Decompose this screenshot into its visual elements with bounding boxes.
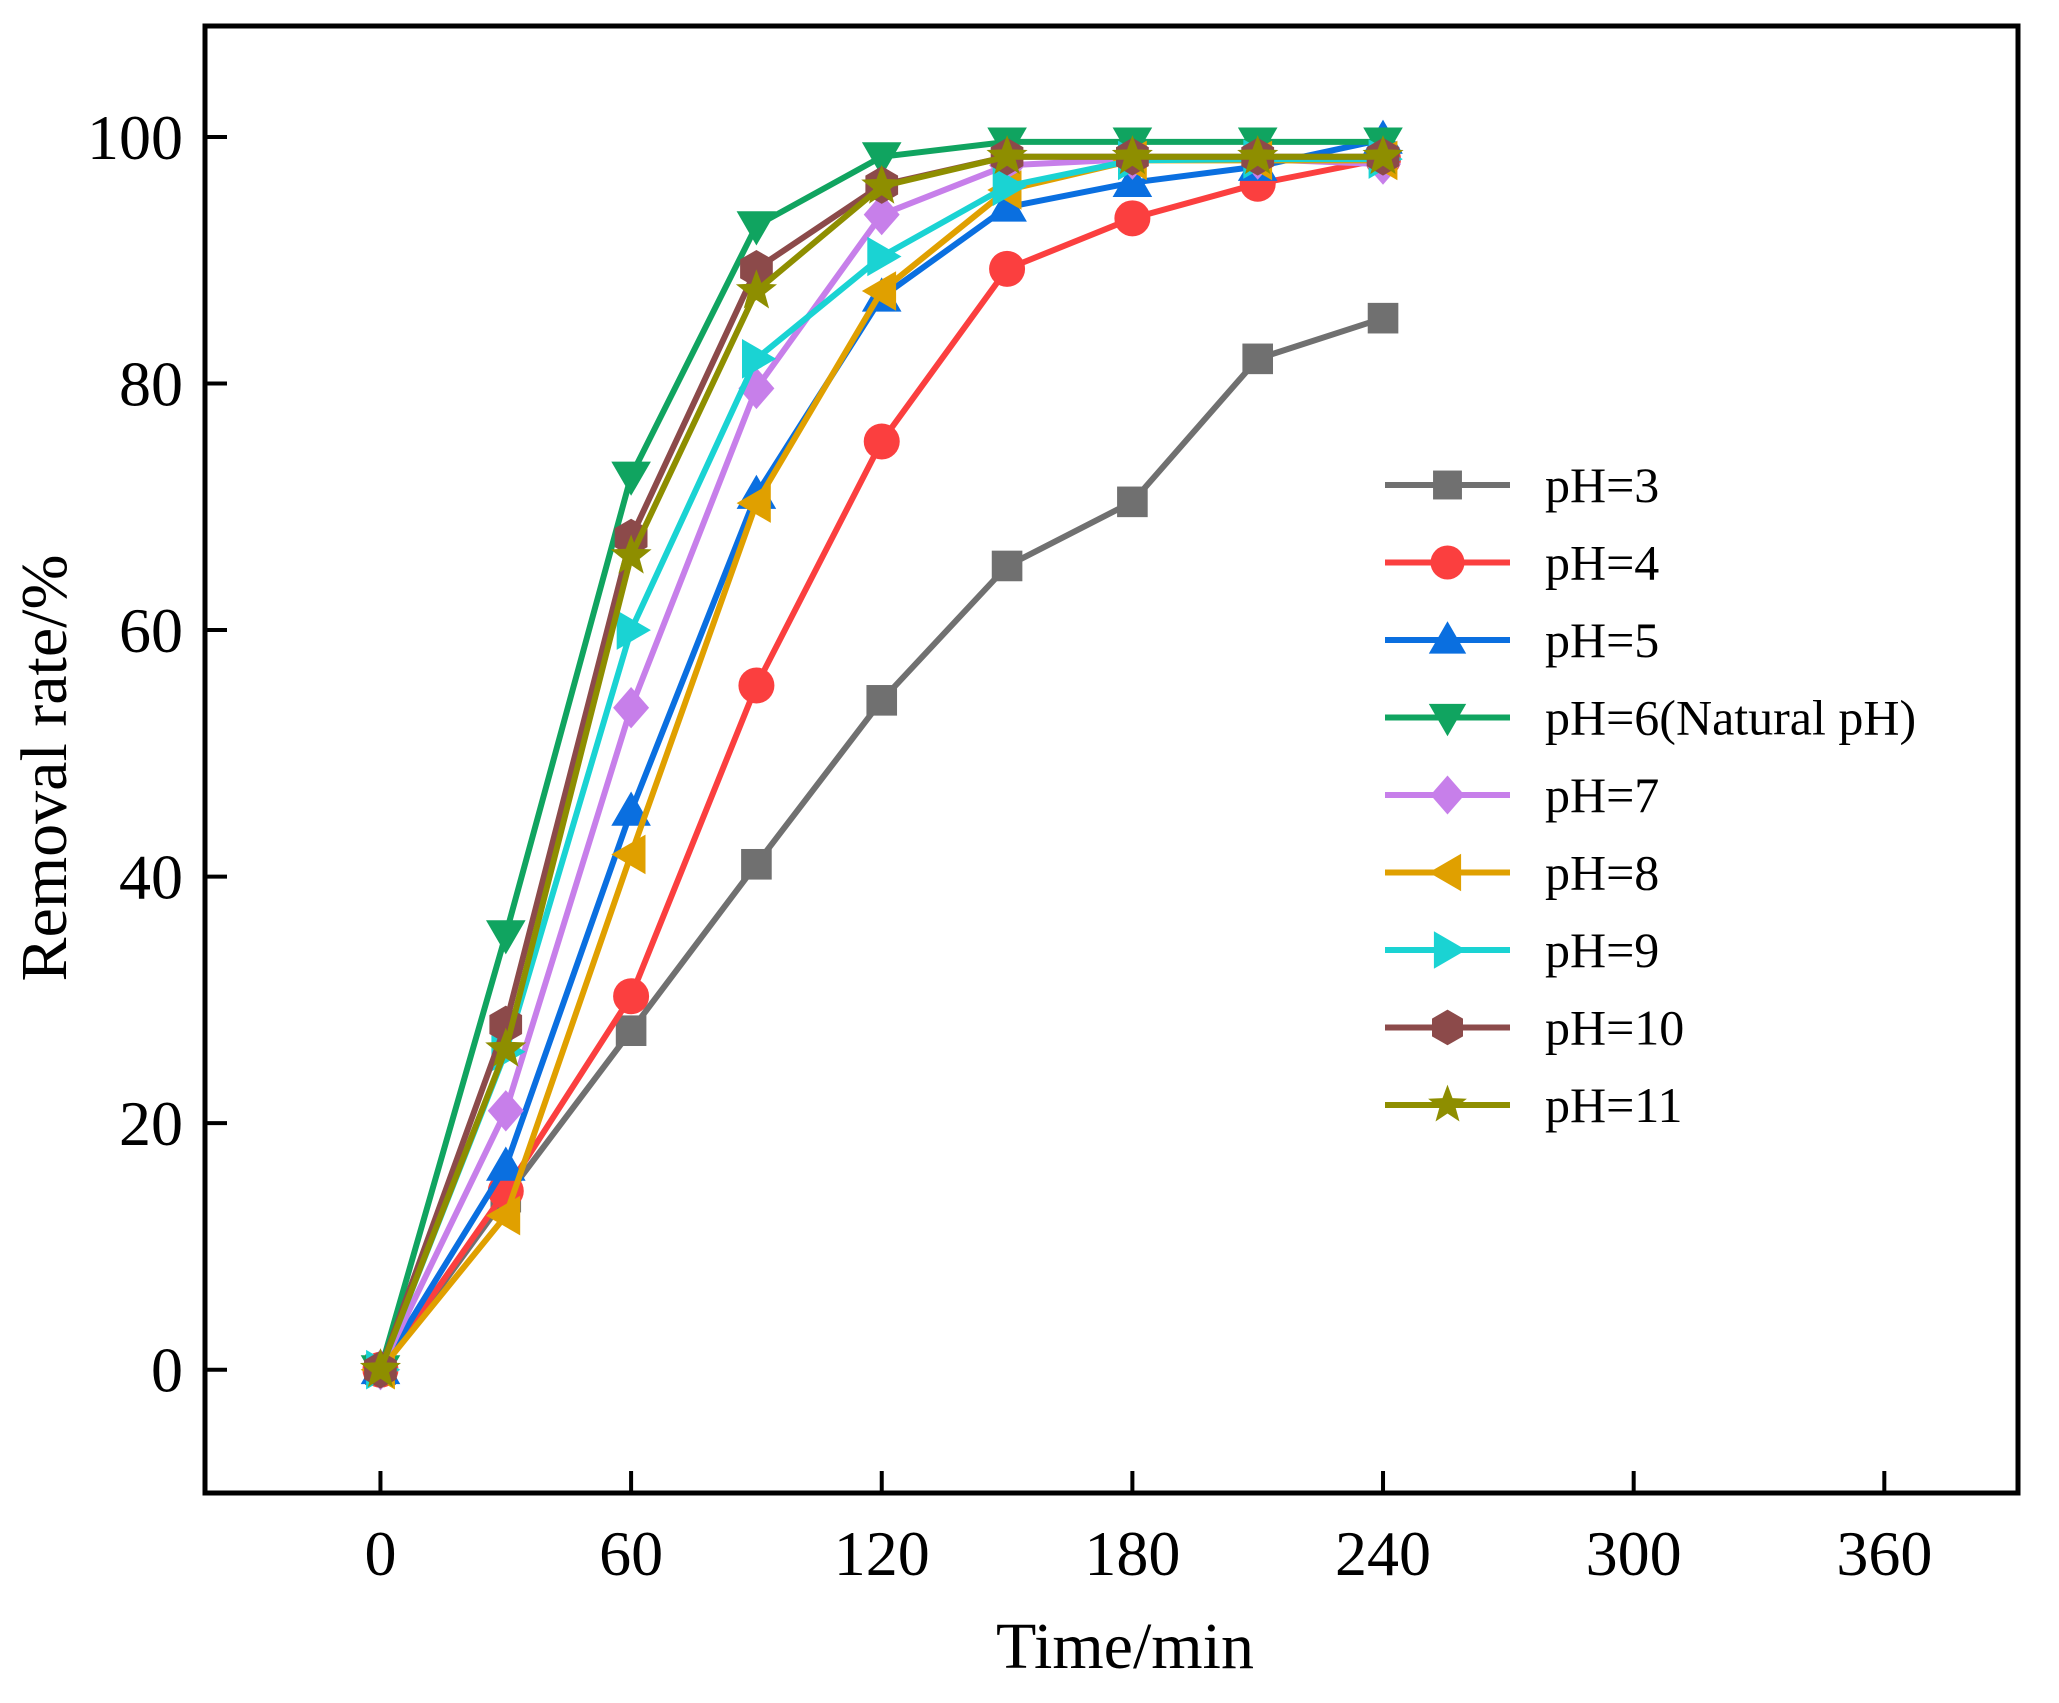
data-point [863,193,900,236]
data-point [736,483,771,523]
legend-marker [1428,703,1467,737]
data-point [991,550,1023,582]
legend-item: pH=3 [1385,457,1659,513]
legend-item: pH=4 [1385,535,1659,591]
data-point [861,142,902,177]
data-point [861,164,903,204]
legend-marker [1432,1009,1463,1046]
x-tick-label: 120 [834,1518,930,1589]
x-tick-label: 240 [1335,1518,1431,1589]
data-point [989,250,1026,287]
legend-item: pH=10 [1385,1000,1684,1056]
legend-label: pH=6(Natural pH) [1545,690,1916,746]
x-tick-label: 180 [1084,1518,1180,1589]
data-point [1367,302,1399,334]
legend-marker [1430,545,1465,580]
data-point [611,461,651,496]
data-point [738,667,775,704]
data-point [611,791,651,826]
legend-label: pH=10 [1545,1000,1684,1056]
legend-marker [1428,1084,1467,1122]
data-point [986,135,1028,175]
data-point [611,834,646,875]
y-axis-title: Removal rate/% [8,554,81,981]
legend-label: pH=4 [1545,535,1659,591]
data-point [742,339,777,379]
legend-marker [1428,621,1467,654]
data-point [1112,162,1153,197]
ticks-layer: 0 60 120 180 240 300 360 0 20 40 60 80 100 [87,102,1932,1589]
data-point [615,1015,647,1047]
legend: pH=3 pH=4 pH=5 pH=6(Natural pH) pH=7 pH=8 pH=9… [1385,457,1916,1133]
series-pH=11 [359,135,1404,1388]
plot-frame [202,23,2021,1496]
legend-label: pH=7 [1545,767,1659,823]
legend-item: pH=7 [1385,767,1659,823]
legend-label: pH=9 [1545,922,1659,978]
data-point [863,423,900,460]
x-tick-label: 300 [1586,1518,1682,1589]
data-point [486,1195,521,1236]
y-tick-label: 0 [151,1335,183,1406]
legend-label: pH=5 [1545,612,1659,668]
data-point [861,271,897,311]
data-point [487,1090,524,1132]
series-layer [359,119,1404,1391]
legend-marker [1433,470,1462,500]
data-point [359,1348,401,1388]
data-point [486,1146,526,1181]
data-point [736,211,777,246]
data-point [741,848,772,880]
data-point [740,250,773,288]
legend-item: pH=9 [1385,922,1659,978]
data-point [616,610,651,650]
legend-marker [1433,931,1467,969]
data-point [610,534,652,574]
x-tick-label: 0 [364,1518,396,1589]
data-point [1117,486,1148,518]
legend-label: pH=8 [1545,845,1659,901]
legend-item: pH=11 [1385,1077,1682,1133]
data-point [1237,135,1279,175]
y-tick-label: 40 [119,842,183,913]
legend-label: pH=3 [1545,457,1659,513]
y-tick-label: 20 [119,1088,183,1159]
y-tick-label: 80 [119,349,183,420]
x-axis-title: Time/min [996,1610,1254,1683]
data-point [485,1027,527,1067]
x-tick-label: 360 [1836,1518,1932,1589]
legend-item: pH=6(Natural pH) [1385,690,1916,746]
data-point [867,236,902,277]
data-point [613,687,650,729]
x-tick-label: 60 [599,1518,663,1589]
data-point [866,685,898,716]
legend-item: pH=8 [1385,845,1659,901]
y-tick-label: 100 [87,102,183,173]
data-point [735,269,777,309]
data-point [486,920,526,955]
legend-marker [1428,853,1462,892]
legend-label: pH=11 [1545,1077,1682,1133]
data-point [613,978,650,1015]
data-point [992,166,1027,207]
data-point [1362,135,1404,175]
data-point [987,187,1027,222]
y-tick-label: 60 [119,595,183,666]
legend-item: pH=5 [1385,612,1659,668]
data-point [1242,343,1274,375]
data-point [1111,135,1153,175]
data-point [1114,200,1151,237]
legend-marker [1430,775,1465,815]
